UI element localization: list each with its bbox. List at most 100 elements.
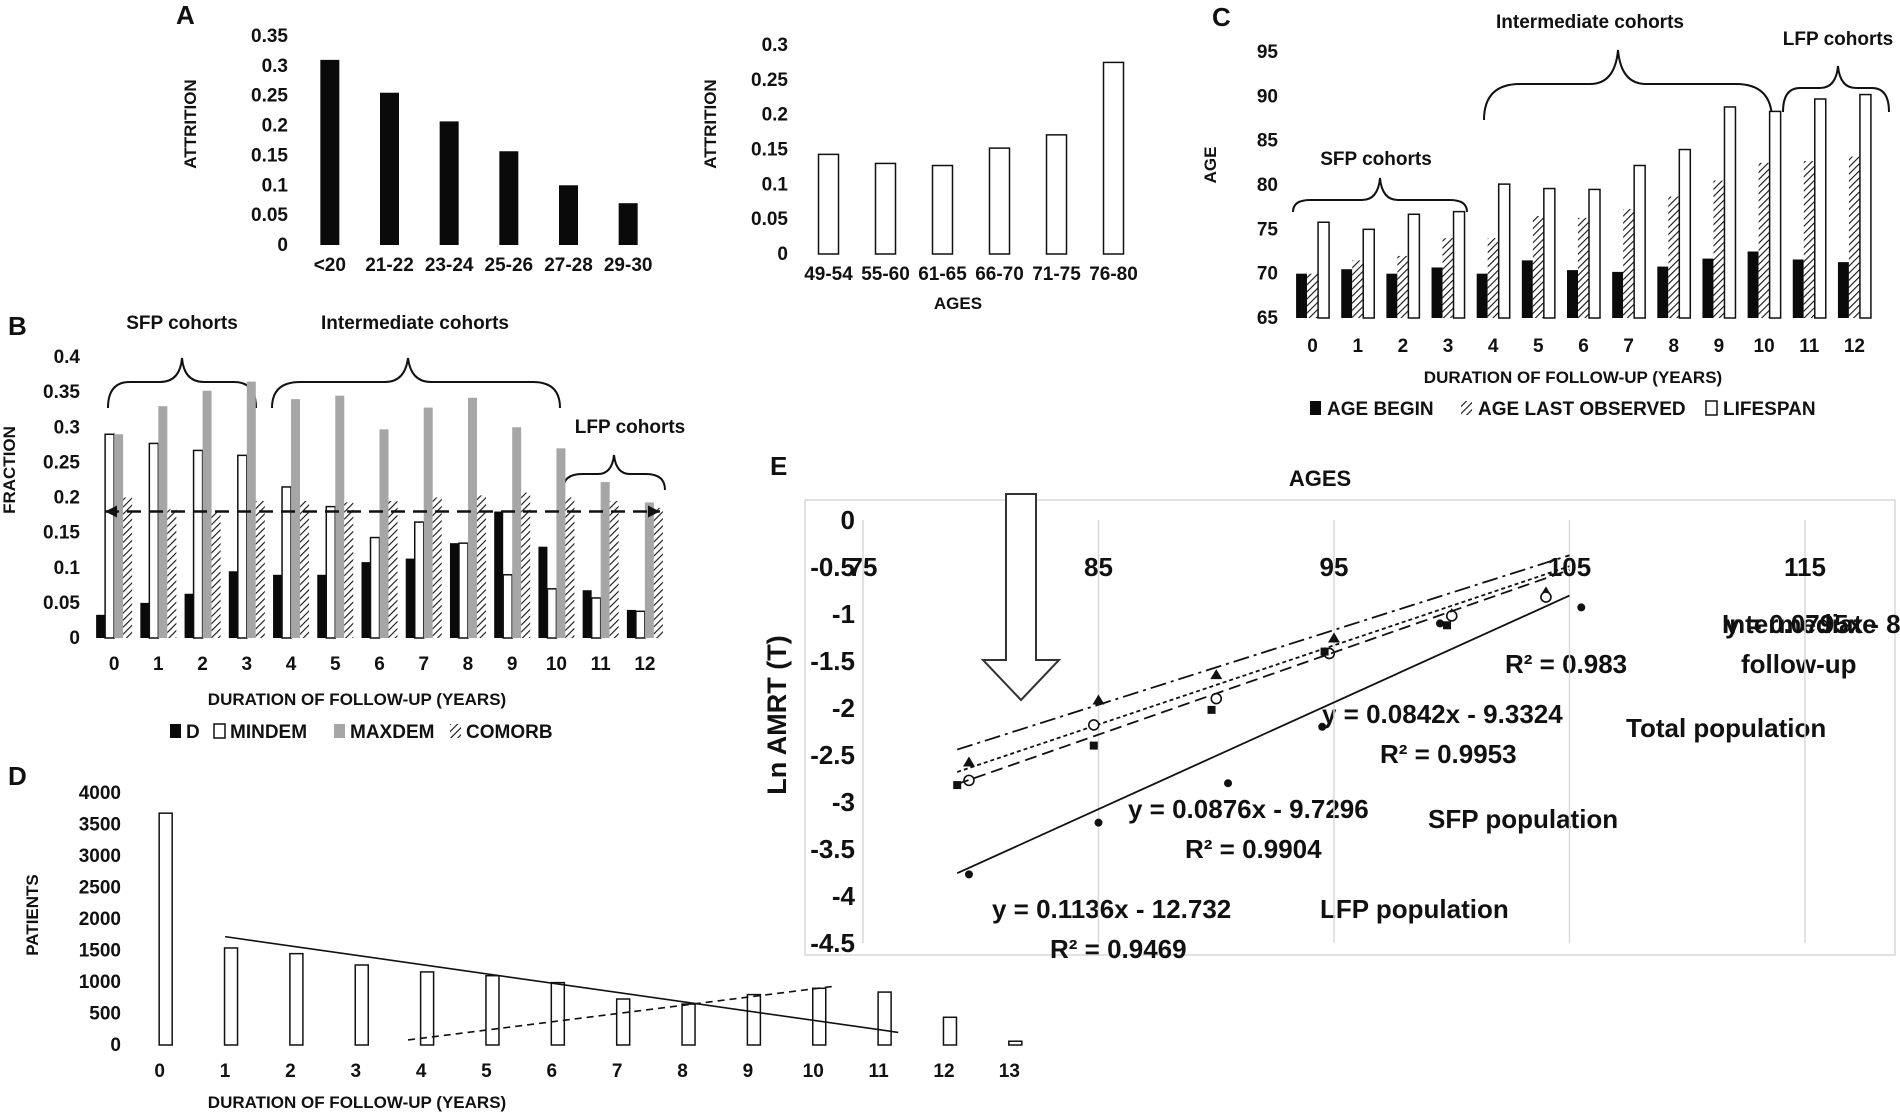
pD-ytick: 2500 [79,878,121,899]
panel-c-ylabel: AGE [1201,147,1220,184]
pB-xtick: 5 [330,654,341,675]
e-fit-line [956,594,1570,875]
pA2-ytick: 0.15 [751,140,788,161]
label-follow-up: follow-up [1741,649,1857,679]
pB-bar [344,502,354,638]
pB-bar [432,497,442,638]
pC-xtick: 12 [1844,336,1865,357]
pB-xtick: 4 [286,654,297,675]
pC-ytick: 80 [1257,175,1278,196]
panel-a-right-xlabel: AGES [934,294,982,313]
legend-b-label-comorb: COMORB [466,722,553,743]
pB-ytick: 0.15 [43,523,80,544]
legend-c-swatch-lifespan [1705,400,1718,416]
pC-bar [1657,266,1669,318]
legend-b-swatch-maxdem [334,724,345,738]
pC-bar [1814,98,1827,319]
e-fit-line [956,554,1570,751]
panel-b-xlabel: DURATION OF FOLLOW-UP (YEARS) [208,690,506,709]
pD-ytick: 1000 [79,972,121,993]
pB-xtick: 8 [463,654,474,675]
pC-xtick: 1 [1352,336,1363,357]
panel-e-label: E [770,451,787,481]
e-point [1089,741,1098,750]
annotation-b-lfp: LFP cohorts [575,417,686,438]
pB-bar [96,614,106,638]
pB-bar [600,482,610,638]
pD-ytick: 500 [89,1004,121,1025]
pD-bar [812,987,827,1046]
pC-bar [1307,273,1319,318]
panel-a-label: A [176,0,195,30]
e-point [1094,818,1103,827]
pC-bar [1768,110,1782,319]
pC-bar [1362,228,1375,319]
legend-c-label-age-last: AGE LAST OBSERVED [1478,399,1686,420]
panel-c-chart: AGE DURATION OF FOLLOW-UP (YEARS) SFP co… [1201,12,1893,420]
pB-bar [228,571,238,638]
pD-bar [1008,1040,1023,1046]
pD-xtick: 3 [350,1061,361,1082]
pD-xtick: 0 [154,1061,165,1082]
brace-b-sfp [107,357,257,409]
pA2-bar [1102,61,1125,255]
pA2-bar [874,162,897,255]
pA1-bar [559,185,578,245]
panel-c-label: C [1212,2,1231,32]
panel-a-right-ylabel: ATTRITION [701,79,720,168]
legend-b-swatch-d [170,724,181,738]
pC-bar [1487,238,1499,318]
e-xtick: 75 [849,552,878,582]
pD-xtick: 4 [416,1061,427,1082]
e-ytick: -2.5 [810,740,855,770]
label-lfp-population: LFP population [1320,894,1509,924]
pC-bar [1758,162,1770,318]
e-fit-line [956,565,1570,773]
pB-bar [423,407,433,638]
pA2-bar [931,164,954,255]
pC-bar [1588,188,1601,319]
pA2-bar [988,147,1011,255]
pB-bar [476,495,486,638]
pD-ytick: 2000 [79,909,121,930]
legend-b-swatch-mindem [213,723,226,739]
pC-ytick: 90 [1257,86,1278,107]
pB-xtick: 0 [109,654,120,675]
panel-b-chart: FRACTION DURATION OF FOLLOW-UP (YEARS) S… [0,313,685,743]
pB-bar [237,454,248,639]
pB-bar [202,390,212,638]
pC-xtick: 5 [1533,336,1544,357]
down-arrow-icon [980,493,1062,702]
r2-sfp: R² = 0.9904 [1185,834,1322,864]
pC-bar [1431,267,1443,318]
legend-b-label-d: D [186,722,200,743]
panel-d-label: D [8,761,27,791]
pC-bar [1803,161,1815,318]
pB-bar [291,399,301,638]
pB-bar [565,497,575,638]
pC-bar [1859,93,1872,319]
pB-bar [325,505,337,639]
legend-c-label-lifespan: LIFESPAN [1723,399,1816,420]
pC-bar [1442,238,1454,318]
pA1-xtick: 29-30 [604,255,653,276]
pB-bar [300,501,310,638]
pC-bar [1397,255,1409,318]
pD-xtick: 6 [547,1061,558,1082]
pC-bar [1386,273,1398,318]
pB-bar [148,442,160,639]
pA2-ytick: 0.2 [762,105,788,126]
reference-arrow-right [648,505,660,518]
pA1-ytick: 0.1 [262,175,289,196]
r2-intermediate: R² = 0.983 [1505,649,1627,679]
e-point [1320,647,1329,656]
pA1-xtick: 27-28 [544,255,593,276]
panel-e-frame [804,499,1896,956]
pB-bar [413,521,425,639]
pC-xtick: 8 [1669,336,1680,357]
pB-xtick: 1 [153,654,164,675]
pB-xtick: 7 [418,654,429,675]
e-point [963,774,975,787]
pC-ytick: 95 [1257,42,1279,63]
pB-bar [184,593,194,638]
